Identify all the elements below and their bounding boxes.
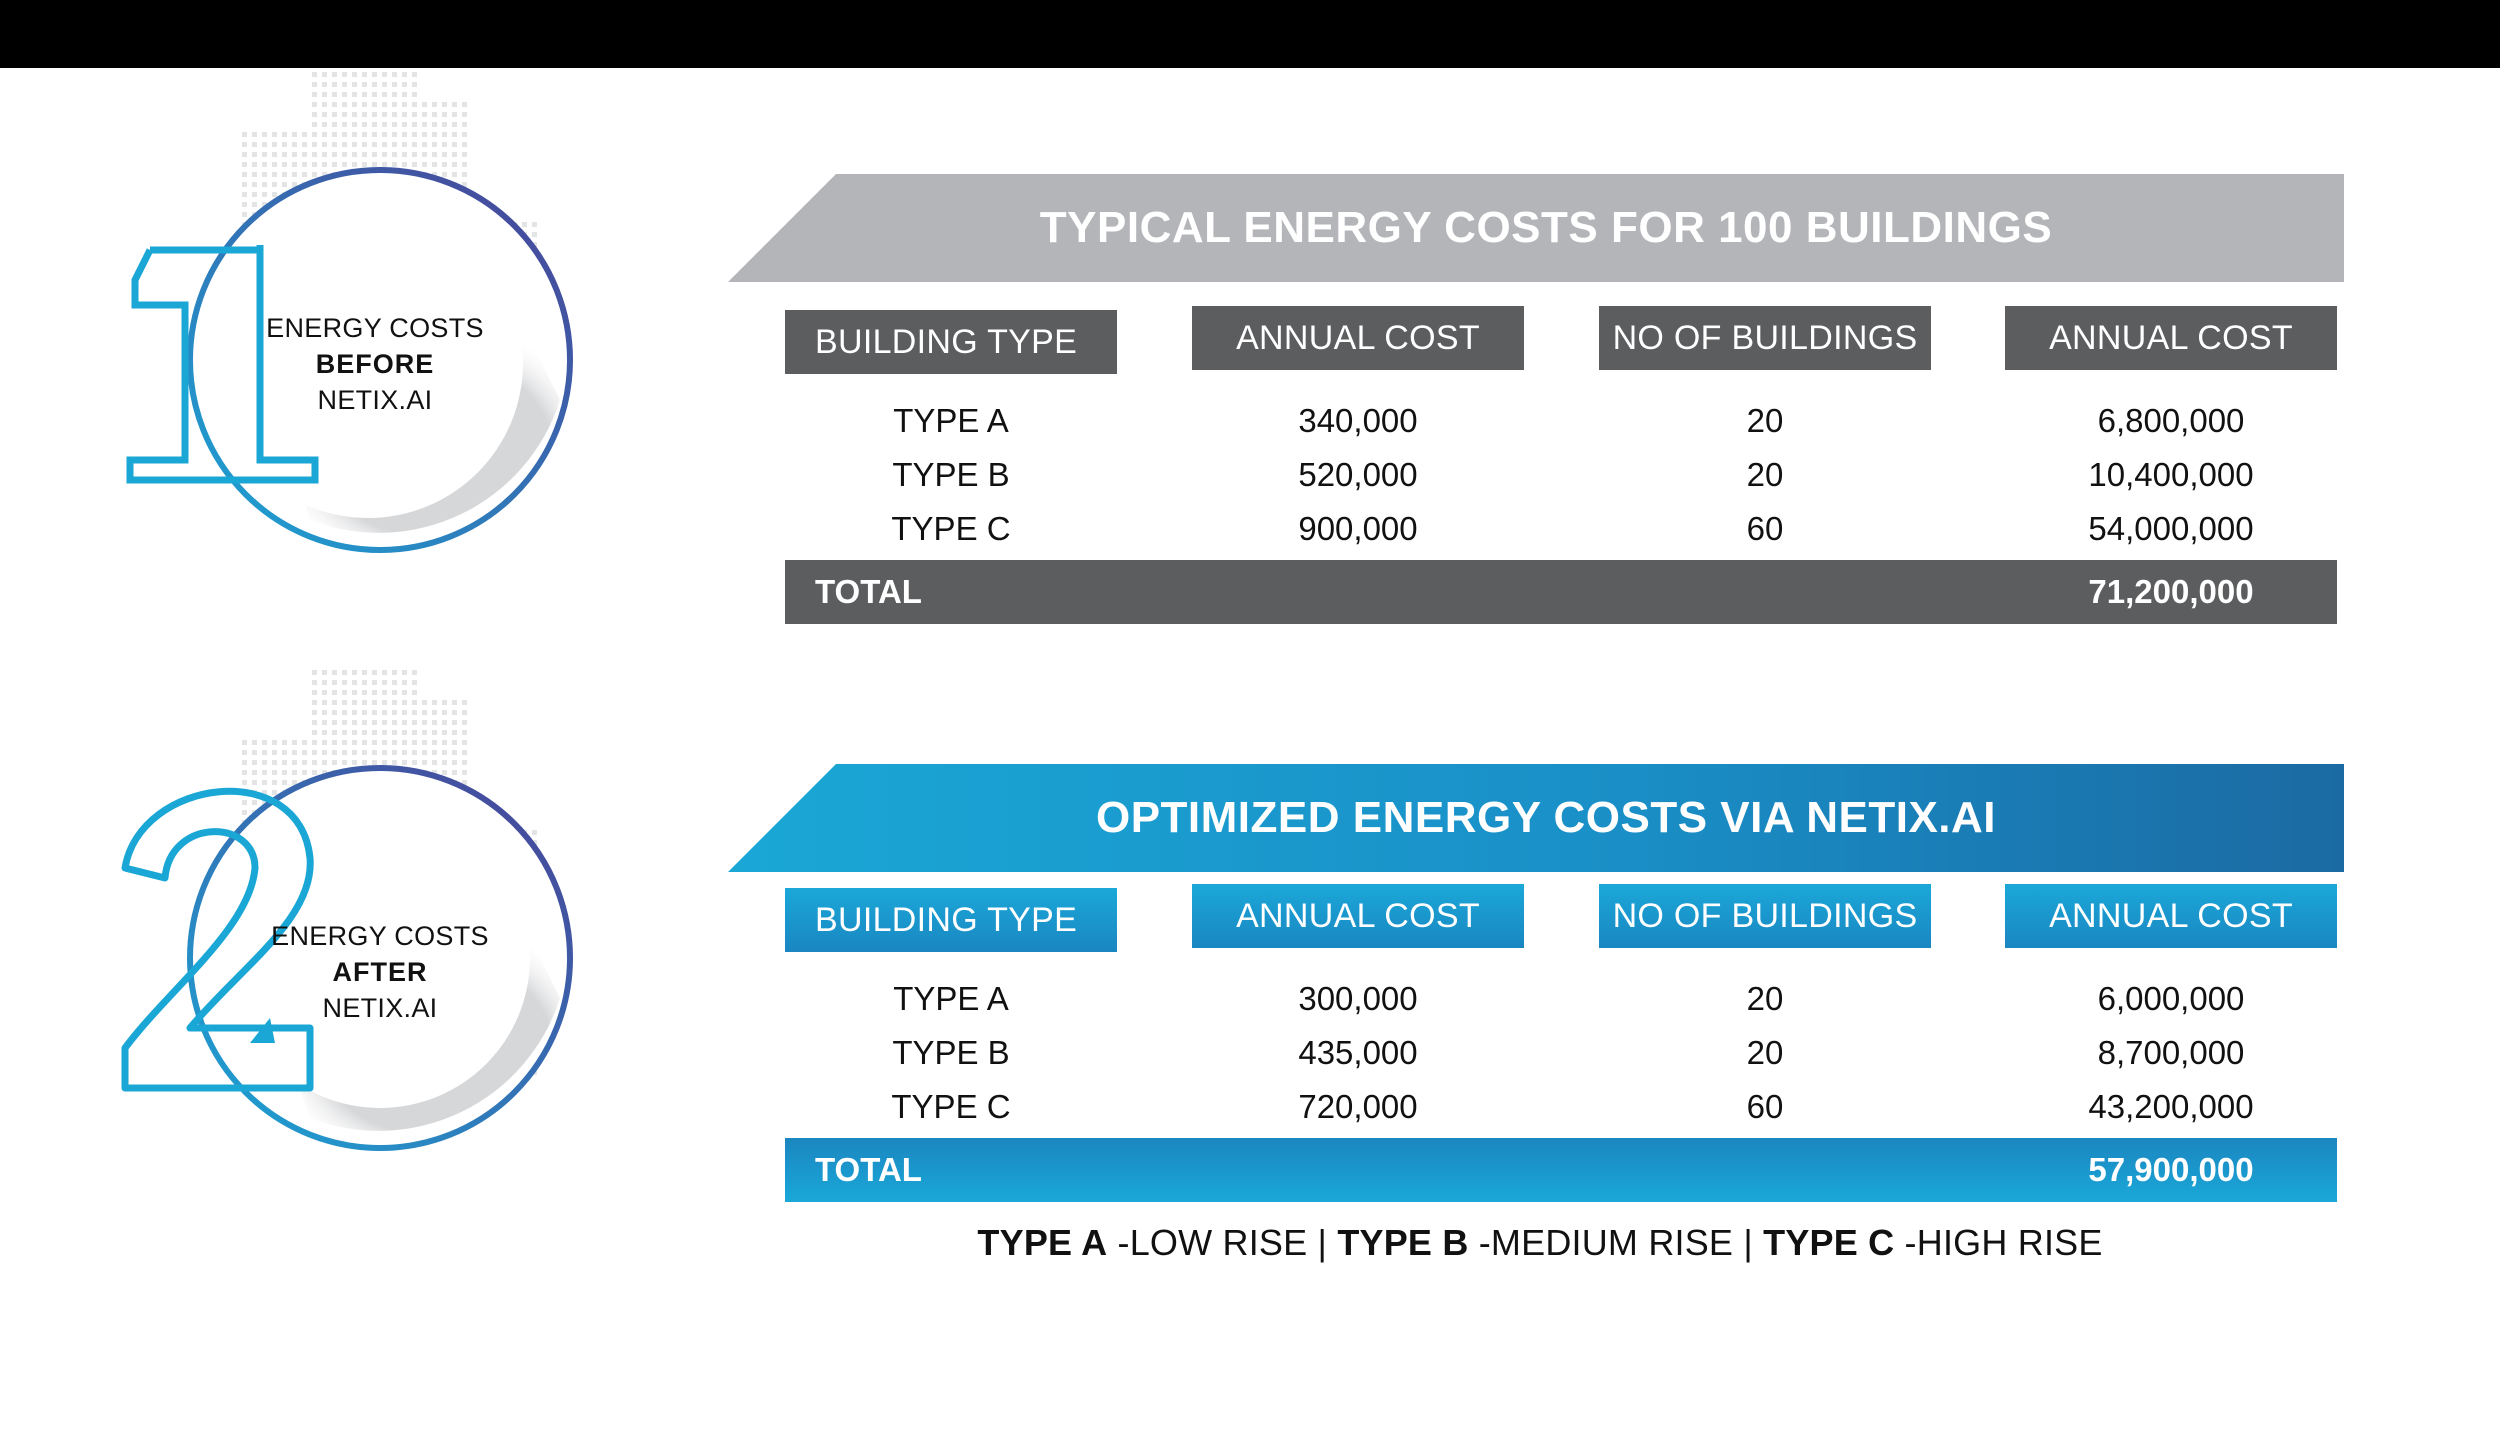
emblem-label: ENERGY COSTS AFTER NETIX.AI: [245, 918, 515, 1026]
table-row: TYPE A 300,000 20 6,000,000: [785, 972, 2337, 1026]
legend-desc: -LOW RISE: [1107, 1222, 1308, 1263]
emblem-label: ENERGY COSTS BEFORE NETIX.AI: [240, 310, 510, 418]
number-two-outline-icon: [121, 787, 314, 1092]
table-row: TYPE B 435,000 20 8,700,000: [785, 1026, 2337, 1080]
city-skyline-icon: [126, 70, 573, 553]
section-title: OPTIMIZED ENERGY COSTS VIA NETIX.AI: [1095, 793, 1997, 842]
cell-annual-cost: 520,000: [1298, 456, 1418, 493]
cell-no-of-buildings: 20: [1746, 1034, 1784, 1071]
col-header-no-of-buildings: NO OF BUILDINGS: [1599, 884, 1931, 948]
cell-annual-cost: 900,000: [1298, 510, 1418, 547]
legend-desc: -MEDIUM RISE: [1468, 1222, 1734, 1263]
cell-no-of-buildings: 20: [1746, 980, 1784, 1017]
legend-key: TYPE A: [977, 1222, 1108, 1263]
total-label: TOTAL: [815, 1151, 922, 1188]
total-label: TOTAL: [815, 573, 922, 610]
legend-separator: |: [1733, 1222, 1764, 1263]
table-header-row: BUILDING TYPE ANNUAL COST NO OF BUILDING…: [785, 884, 2337, 952]
cell-building-type: TYPE B: [892, 1034, 1010, 1071]
table-row: TYPE C 720,000 60 43,200,000: [785, 1080, 2337, 1134]
cell-annual-cost-total: 54,000,000: [2088, 510, 2254, 547]
col-header-annual-cost: ANNUAL COST: [1192, 306, 1524, 370]
table-total-row: TOTAL 57,900,000: [785, 1138, 2337, 1202]
city-skyline-icon: [121, 668, 573, 1151]
cell-building-type: TYPE A: [893, 980, 1009, 1017]
emblem-after: ENERGY COSTS AFTER NETIX.AI: [110, 668, 610, 1151]
number-one-outline-icon: [126, 245, 319, 484]
cell-no-of-buildings: 60: [1746, 510, 1784, 547]
building-type-legend: TYPE A -LOW RISE | TYPE B -MEDIUM RISE |…: [740, 1222, 2340, 1264]
emblem-line2: AFTER: [332, 957, 428, 987]
cell-no-of-buildings: 20: [1746, 456, 1784, 493]
cell-annual-cost-total: 43,200,000: [2088, 1088, 2254, 1125]
cell-no-of-buildings: 20: [1746, 402, 1784, 439]
emblem-line1: ENERGY COSTS: [271, 921, 489, 951]
col-header-building-type: BUILDING TYPE: [785, 888, 1117, 952]
table-row: TYPE C 900,000 60 54,000,000: [785, 502, 2337, 556]
emblem-line3: NETIX.AI: [322, 993, 438, 1023]
legend-key: TYPE C: [1763, 1222, 1895, 1263]
col-header-annual-cost: ANNUAL COST: [1192, 884, 1524, 948]
legend-key: TYPE B: [1337, 1222, 1469, 1263]
total-value: 71,200,000: [2088, 573, 2254, 610]
top-black-bar: [0, 0, 2500, 68]
cell-annual-cost-total: 6,800,000: [2097, 402, 2245, 439]
cell-building-type: TYPE C: [891, 510, 1011, 547]
legend-separator: |: [1307, 1222, 1338, 1263]
section-title-banner: OPTIMIZED ENERGY COSTS VIA NETIX.AI: [728, 764, 2344, 872]
legend-desc: -HIGH RISE: [1894, 1222, 2103, 1263]
table-header-row: BUILDING TYPE ANNUAL COST NO OF BUILDING…: [785, 306, 2337, 374]
col-header-annual-cost-total: ANNUAL COST: [2005, 884, 2337, 948]
cell-building-type: TYPE A: [893, 402, 1009, 439]
cell-annual-cost: 720,000: [1298, 1088, 1418, 1125]
cell-building-type: TYPE B: [892, 456, 1010, 493]
col-header-annual-cost-total: ANNUAL COST: [2005, 306, 2337, 370]
cell-annual-cost: 340,000: [1298, 402, 1418, 439]
col-header-no-of-buildings: NO OF BUILDINGS: [1599, 306, 1931, 370]
energy-costs-table-after: BUILDING TYPE ANNUAL COST NO OF BUILDING…: [785, 884, 2337, 1202]
table-total-row: TOTAL 71,200,000: [785, 560, 2337, 624]
table-row: TYPE A 340,000 20 6,800,000: [785, 394, 2337, 448]
cell-annual-cost-total: 8,700,000: [2097, 1034, 2245, 1071]
cell-annual-cost-total: 6,000,000: [2097, 980, 2245, 1017]
emblem-before: ENERGY COSTS BEFORE NETIX.AI: [110, 70, 610, 553]
emblem-line3: NETIX.AI: [317, 385, 433, 415]
cell-building-type: TYPE C: [891, 1088, 1011, 1125]
emblem-line2: BEFORE: [315, 349, 435, 379]
section-title: TYPICAL ENERGY COSTS FOR 100 BUILDINGS: [1039, 203, 2053, 252]
emblem-line1: ENERGY COSTS: [266, 313, 484, 343]
cell-no-of-buildings: 60: [1746, 1088, 1784, 1125]
cell-annual-cost: 435,000: [1298, 1034, 1418, 1071]
table-row: TYPE B 520,000 20 10,400,000: [785, 448, 2337, 502]
total-value: 57,900,000: [2088, 1151, 2254, 1188]
cell-annual-cost: 300,000: [1298, 980, 1418, 1017]
section-title-banner: TYPICAL ENERGY COSTS FOR 100 BUILDINGS: [728, 174, 2344, 282]
energy-costs-table-before: BUILDING TYPE ANNUAL COST NO OF BUILDING…: [785, 306, 2337, 624]
col-header-building-type: BUILDING TYPE: [785, 310, 1117, 374]
cell-annual-cost-total: 10,400,000: [2088, 456, 2254, 493]
